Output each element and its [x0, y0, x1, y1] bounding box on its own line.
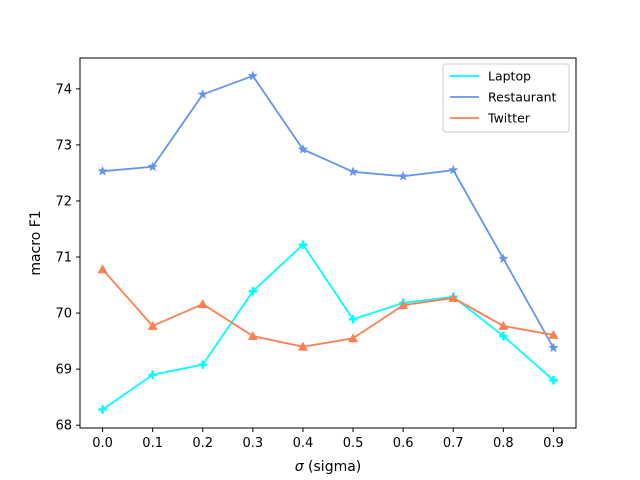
x-axis-label-text: (sigma)	[304, 459, 362, 475]
data-point	[348, 333, 359, 343]
legend-label: Restaurant	[488, 90, 557, 105]
series-laptop	[98, 240, 558, 414]
data-point	[98, 405, 107, 414]
y-tick-label: 74	[55, 82, 72, 97]
x-tick-label: 0.3	[243, 436, 264, 451]
data-point	[97, 165, 108, 176]
data-point	[147, 320, 158, 330]
series-line	[102, 243, 555, 411]
data-point	[197, 88, 208, 99]
x-axis-label: σ (sigma)	[295, 459, 362, 475]
series-layer	[97, 70, 559, 414]
x-tick-label: 0.1	[142, 436, 163, 451]
legend-label: Laptop	[488, 69, 531, 84]
x-tick-label: 0.6	[393, 436, 414, 451]
data-point	[498, 253, 509, 264]
y-axis-ticks: 68 69 70 71 72 73 74	[55, 82, 80, 434]
data-point	[347, 166, 359, 177]
data-point	[398, 300, 409, 310]
series-line	[102, 75, 555, 349]
y-tick-label: 71	[55, 251, 72, 266]
x-tick-label: 0.2	[192, 436, 213, 451]
x-tick-label: 0.7	[443, 436, 464, 451]
data-point	[499, 331, 508, 341]
data-point	[448, 292, 459, 302]
x-axis-ticks: 0.0 0.1 0.2 0.3 0.4 0.5 0.6 0.7 0.8 0.9	[92, 428, 564, 451]
x-tick-label: 0.0	[92, 436, 113, 451]
plot-frame	[79, 57, 577, 429]
legend-frame	[442, 63, 570, 133]
data-point	[298, 240, 308, 249]
data-point	[247, 330, 258, 340]
x-tick-label: 0.9	[543, 436, 564, 451]
y-tick-label: 72	[55, 194, 72, 209]
data-point	[498, 320, 509, 330]
data-point	[197, 298, 208, 309]
data-point	[348, 315, 358, 324]
data-point	[548, 329, 559, 339]
data-point	[297, 143, 309, 154]
x-tick-label: 0.4	[293, 436, 314, 451]
series-restaurant	[97, 70, 559, 353]
y-tick-label: 70	[55, 307, 72, 322]
legend-label: Twitter	[487, 111, 531, 126]
data-point	[147, 161, 158, 172]
data-point	[548, 342, 559, 353]
data-point	[97, 264, 108, 274]
data-point	[397, 170, 409, 181]
data-point	[448, 164, 459, 175]
x-axis-label-symbol: σ	[295, 459, 305, 475]
x-tick-label: 0.8	[493, 436, 514, 451]
data-point	[198, 360, 207, 369]
y-tick-label: 69	[55, 363, 72, 378]
data-point	[549, 376, 558, 385]
series-twitter	[97, 264, 559, 351]
x-tick-label: 0.5	[343, 436, 364, 451]
data-point	[297, 341, 308, 351]
y-axis-label: macro F1	[28, 210, 44, 275]
data-point	[247, 70, 259, 81]
legend: Laptop Restaurant Twitter	[442, 63, 570, 133]
y-tick-label: 73	[55, 138, 72, 153]
data-point	[148, 370, 157, 379]
series-line	[101, 268, 554, 348]
y-tick-label: 68	[55, 419, 72, 434]
data-point	[248, 287, 258, 296]
